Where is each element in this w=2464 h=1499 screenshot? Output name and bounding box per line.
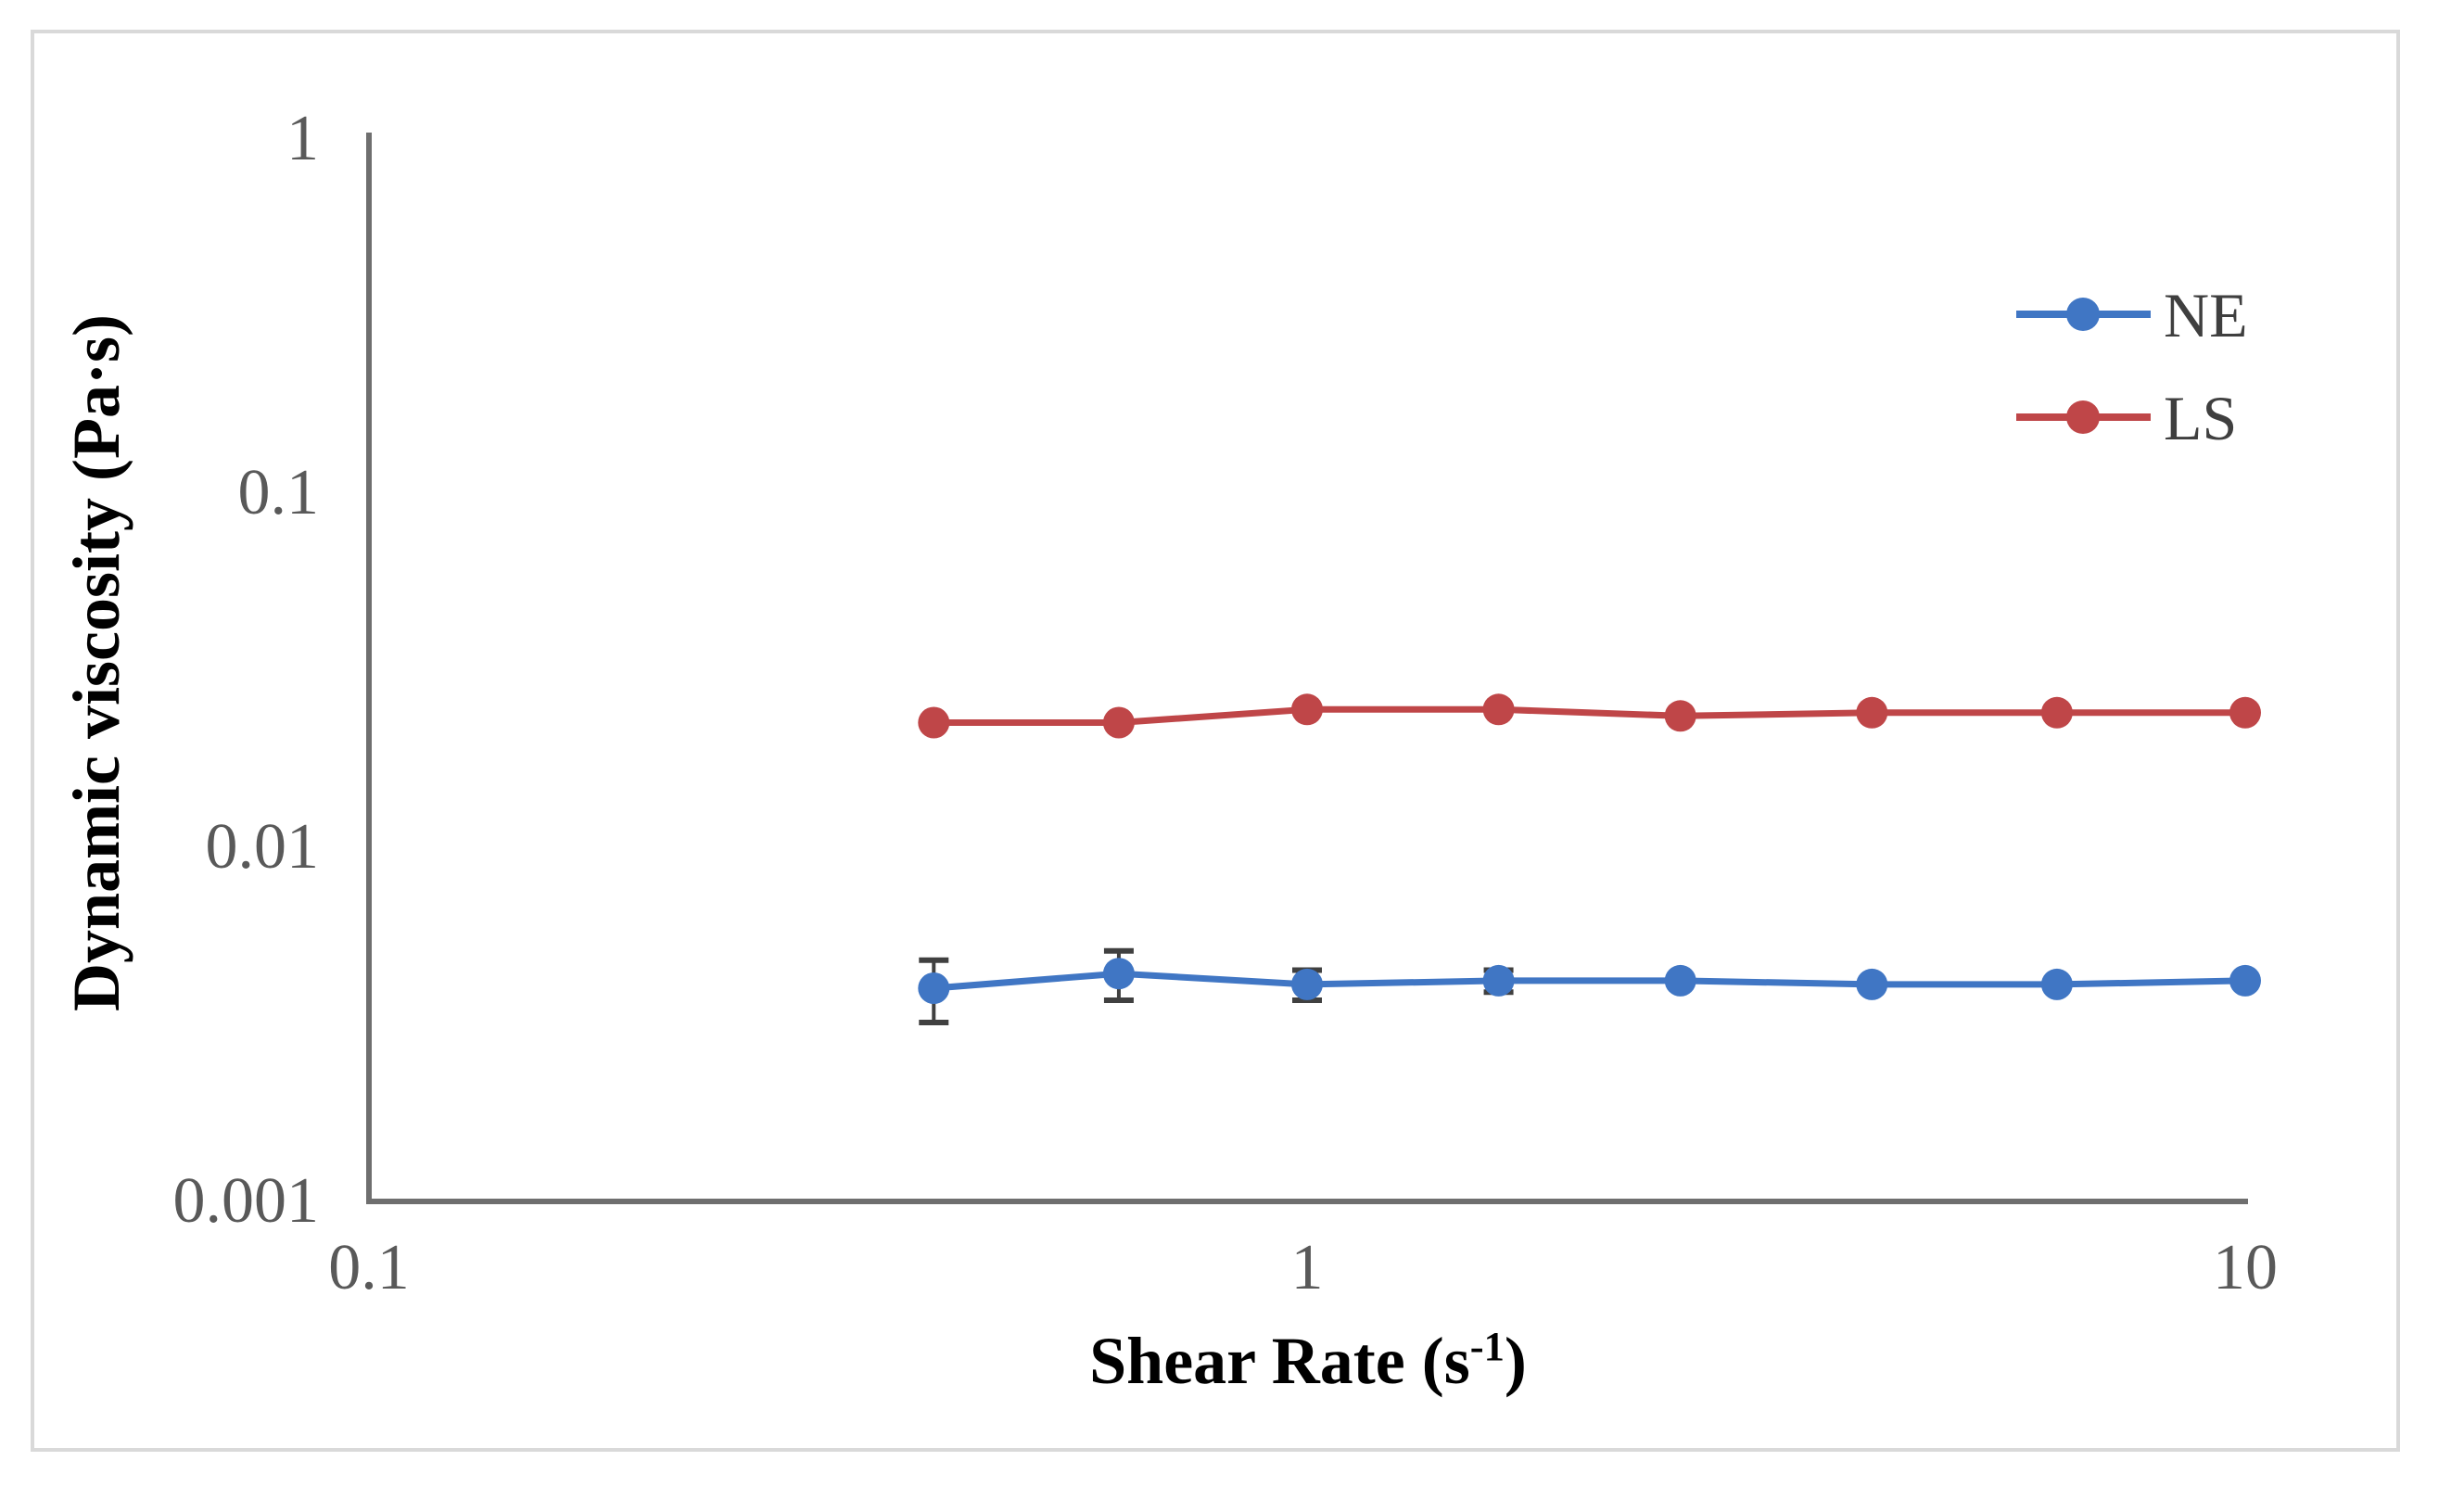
y-tick-label-1: 1 <box>286 103 319 174</box>
data-point-marker-LS-3 <box>1482 693 1515 726</box>
series-line-NE <box>930 970 2249 992</box>
x-tick-label-1: 1 <box>1290 1232 1324 1303</box>
series-NE <box>918 947 2261 1026</box>
data-point-marker-LS-4 <box>1664 700 1696 732</box>
data-point-marker-NE-0 <box>918 972 950 1004</box>
y-tick-label-0.1: 0.1 <box>237 457 320 528</box>
data-point-marker-LS-5 <box>1856 696 1888 729</box>
x-axis-title-close: ) <box>1504 1324 1527 1398</box>
data-point-marker-LS-7 <box>2229 696 2261 729</box>
x-tick-label-10: 10 <box>2213 1232 2278 1303</box>
legend-label-ls: LS <box>2164 383 2237 453</box>
data-point-marker-NE-5 <box>1856 968 1888 1000</box>
data-point-marker-LS-0 <box>918 706 950 739</box>
x-axis-title-superscript: -1 <box>1469 1323 1505 1369</box>
data-point-marker-NE-4 <box>1664 964 1696 997</box>
legend-marker-ne <box>2066 298 2100 331</box>
series-LS <box>918 693 2261 739</box>
x-axis-title-text: Shear Rate (s <box>1089 1324 1470 1398</box>
y-tick-label-0.01: 0.01 <box>205 811 320 883</box>
axes <box>366 133 2248 1204</box>
data-series <box>918 693 2261 1026</box>
data-point-marker-NE-2 <box>1291 968 1323 1000</box>
data-point-marker-NE-7 <box>2229 964 2261 997</box>
y-tick-label-0.001: 0.001 <box>172 1165 320 1237</box>
legend-label-ne: NE <box>2164 280 2248 350</box>
data-point-marker-LS-6 <box>2040 696 2073 729</box>
y-axis-title-text: Dynamic viscosity (Pa·s) <box>59 314 133 1011</box>
data-point-marker-NE-6 <box>2040 968 2073 1000</box>
legend-marker-ls <box>2066 400 2100 434</box>
data-point-marker-NE-1 <box>1102 958 1135 990</box>
legend: NE LS <box>2016 280 2248 453</box>
x-tick-label-0.1: 0.1 <box>328 1232 410 1303</box>
y-axis-title: Dynamic viscosity (Pa·s) <box>57 314 136 1011</box>
data-point-marker-NE-3 <box>1482 964 1515 997</box>
data-point-marker-LS-1 <box>1102 706 1135 739</box>
series-line-LS <box>930 705 2249 726</box>
figure-border <box>31 30 2400 1452</box>
data-point-marker-LS-2 <box>1291 693 1323 726</box>
x-axis-title: Shear Rate (s-1) <box>1089 1321 1527 1401</box>
